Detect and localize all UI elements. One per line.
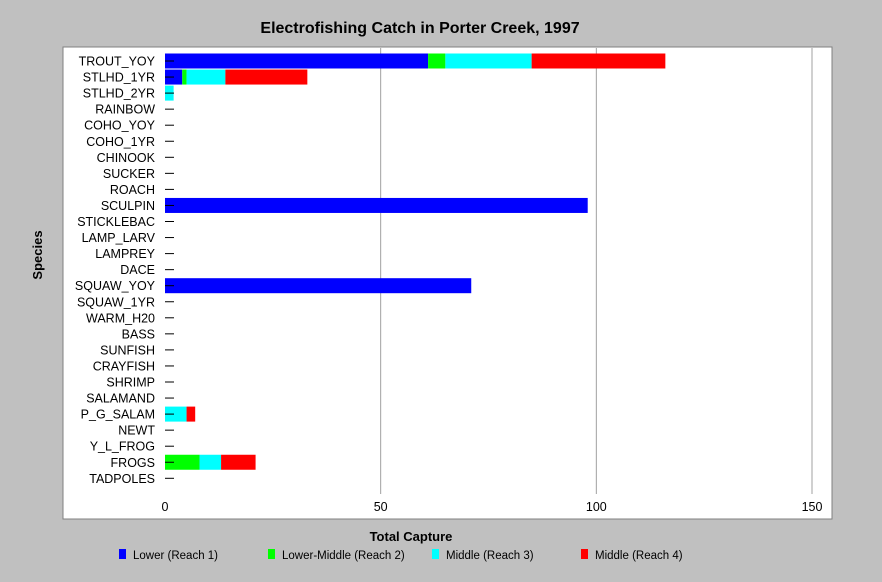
legend-swatch — [268, 549, 275, 559]
bar-segment — [165, 278, 472, 294]
category-label: COHO_1YR — [86, 135, 155, 149]
legend-label: Lower-Middle (Reach 2) — [282, 550, 405, 562]
category-label: STICKLEBAC — [77, 215, 155, 229]
category-label: STLHD_2YR — [83, 87, 155, 101]
category-label: WARM_H20 — [86, 311, 155, 325]
category-label: FROGS — [111, 456, 155, 470]
category-label: CHINOOK — [97, 151, 156, 165]
bars — [165, 53, 666, 470]
category-label: CRAYFISH — [93, 359, 155, 373]
category-label: TADPOLES — [89, 472, 155, 486]
category-label: COHO_YOY — [84, 119, 156, 133]
legend-swatch — [581, 549, 588, 559]
legend-label: Middle (Reach 3) — [446, 550, 534, 562]
y-axis-title: Species — [30, 230, 45, 279]
category-label: TROUT_YOY — [79, 55, 156, 69]
bar-segment — [186, 69, 226, 85]
bar-segment — [199, 454, 222, 470]
x-axis-title: Total Capture — [370, 529, 453, 544]
category-label: DACE — [120, 263, 155, 277]
bar-segment — [221, 454, 256, 470]
x-tick-labels: 0 50 100 150 — [162, 500, 823, 514]
legend-swatch — [432, 549, 439, 559]
category-label: STLHD_1YR — [83, 71, 155, 85]
category-label: SCULPIN — [101, 199, 155, 213]
category-label: NEWT — [118, 424, 155, 438]
bar-segment — [165, 197, 588, 213]
bar-segment — [186, 406, 196, 422]
bar-segment — [225, 69, 308, 85]
category-labels: TROUT_YOY STLHD_1YR STLHD_2YR RAINBOW COHO_Y… — [75, 55, 156, 486]
x-tick-label: 0 — [162, 500, 169, 514]
legend-label: Lower (Reach 1) — [133, 550, 218, 562]
bar-segment — [182, 69, 187, 85]
x-tick-label: 50 — [374, 500, 388, 514]
category-label: Y_L_FROG — [90, 440, 155, 454]
bar-segment — [165, 406, 187, 422]
x-tick-label: 100 — [586, 500, 607, 514]
category-ticks — [165, 60, 174, 479]
bar-segment — [531, 53, 666, 69]
x-tick-label: 150 — [802, 500, 823, 514]
bar-segment — [165, 53, 429, 69]
legend: Lower (Reach 1) Lower-Middle (Reach 2) Mid… — [119, 549, 683, 562]
category-label: SUNFISH — [100, 343, 155, 357]
bar-segment — [428, 53, 446, 69]
bar-segment — [165, 454, 200, 470]
legend-swatch — [119, 549, 126, 559]
category-label: SUCKER — [103, 167, 155, 181]
category-label: SQUAW_YOY — [75, 279, 156, 293]
category-label: SHRIMP — [106, 376, 155, 390]
category-label: P_G_SALAM — [81, 408, 155, 422]
chart-title: Electrofishing Catch in Porter Creek, 19… — [260, 20, 579, 37]
bar-segment — [445, 53, 532, 69]
legend-label: Middle (Reach 4) — [595, 550, 683, 562]
category-label: LAMPREY — [95, 247, 155, 261]
category-label: SQUAW_1YR — [77, 295, 155, 309]
category-label: ROACH — [110, 183, 155, 197]
category-label: RAINBOW — [95, 103, 155, 117]
category-label: BASS — [122, 327, 155, 341]
grid-lines — [380, 48, 813, 494]
category-label: LAMP_LARV — [82, 231, 156, 245]
category-label: SALAMAND — [86, 392, 155, 406]
